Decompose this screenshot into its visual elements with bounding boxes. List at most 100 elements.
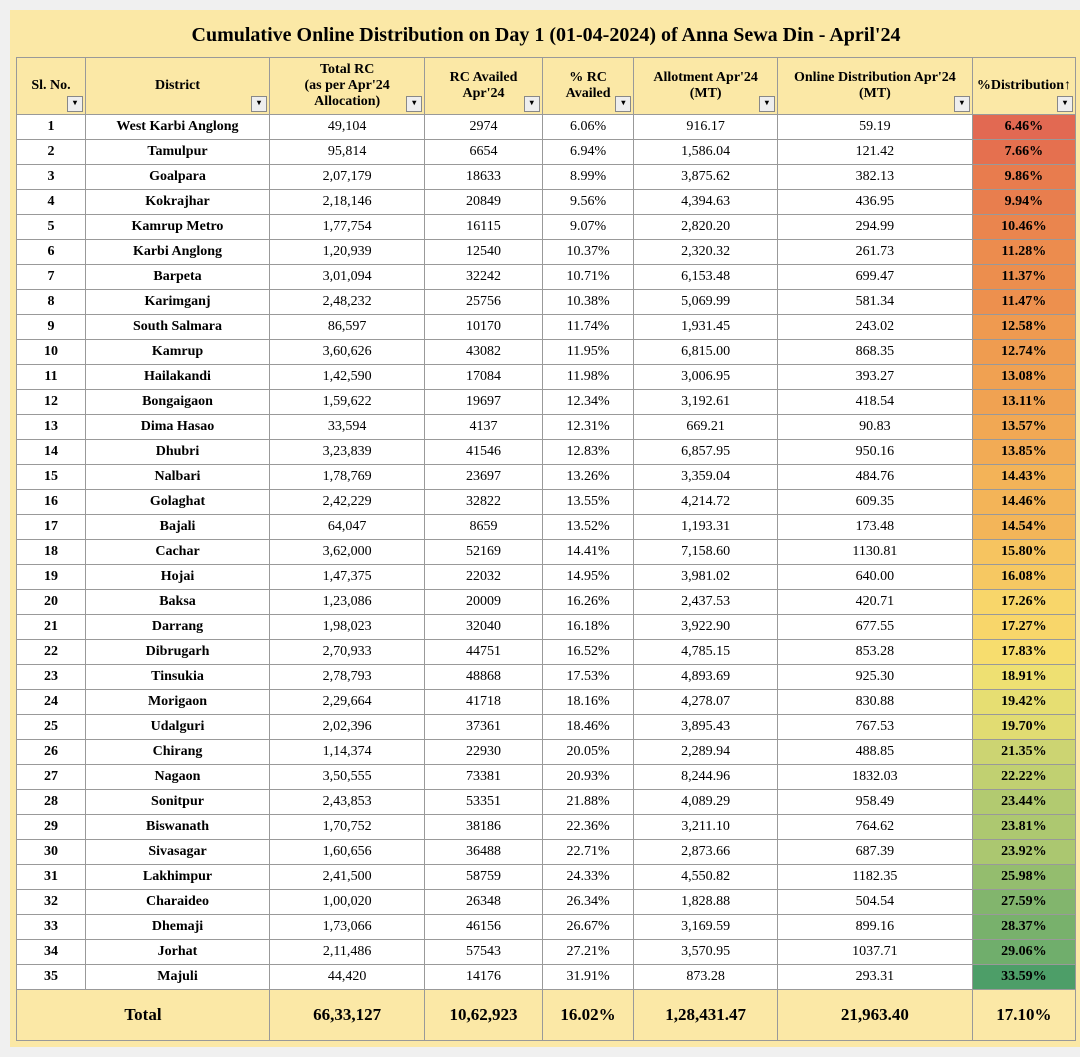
cell-pctrc: 11.95% <box>542 340 634 365</box>
filter-icon[interactable]: ▾ <box>759 96 775 112</box>
cell-rcavailed: 6654 <box>425 140 542 165</box>
cell-rcavailed: 44751 <box>425 640 542 665</box>
cell-pctrc: 13.52% <box>542 515 634 540</box>
cell-district: Tinsukia <box>86 665 270 690</box>
filter-icon[interactable]: ▾ <box>251 96 267 112</box>
cell-allot: 3,570.95 <box>634 940 778 965</box>
table-row: 25Udalguri2,02,3963736118.46%3,895.43767… <box>17 715 1076 740</box>
filter-icon[interactable]: ▾ <box>954 96 970 112</box>
cell-slno: 35 <box>17 965 86 990</box>
cell-dist: 767.53 <box>777 715 972 740</box>
filter-icon[interactable]: ▾ <box>406 96 422 112</box>
cell-district: Majuli <box>86 965 270 990</box>
table-row: 29Biswanath1,70,7523818622.36%3,211.1076… <box>17 815 1076 840</box>
cell-dist: 1832.03 <box>777 765 972 790</box>
filter-icon[interactable]: ▾ <box>615 96 631 112</box>
cell-rcavailed: 22032 <box>425 565 542 590</box>
cell-totalrc: 49,104 <box>270 115 425 140</box>
cell-dist: 677.55 <box>777 615 972 640</box>
cell-slno: 27 <box>17 765 86 790</box>
cell-pctrc: 14.41% <box>542 540 634 565</box>
cell-dist: 382.13 <box>777 165 972 190</box>
cell-allot: 1,586.04 <box>634 140 778 165</box>
cell-totalrc: 44,420 <box>270 965 425 990</box>
cell-pctdist: 11.47% <box>972 290 1075 315</box>
table-row: 5Kamrup Metro1,77,754161159.07%2,820.202… <box>17 215 1076 240</box>
cell-slno: 2 <box>17 140 86 165</box>
table-row: 24Morigaon2,29,6644171818.16%4,278.07830… <box>17 690 1076 715</box>
cell-totalrc: 1,42,590 <box>270 365 425 390</box>
cell-totalrc: 64,047 <box>270 515 425 540</box>
cell-slno: 25 <box>17 715 86 740</box>
cell-district: Cachar <box>86 540 270 565</box>
cell-allot: 3,981.02 <box>634 565 778 590</box>
cell-slno: 31 <box>17 865 86 890</box>
cell-district: Chirang <box>86 740 270 765</box>
cell-totalrc: 1,60,656 <box>270 840 425 865</box>
cell-pctrc: 31.91% <box>542 965 634 990</box>
table-row: 20Baksa1,23,0862000916.26%2,437.53420.71… <box>17 590 1076 615</box>
cell-slno: 4 <box>17 190 86 215</box>
cell-allot: 4,278.07 <box>634 690 778 715</box>
filter-icon[interactable]: ▾ <box>67 96 83 112</box>
cell-slno: 1 <box>17 115 86 140</box>
cell-rcavailed: 22930 <box>425 740 542 765</box>
cell-district: Kokrajhar <box>86 190 270 215</box>
cell-district: Nalbari <box>86 465 270 490</box>
table-row: 34Jorhat2,11,4865754327.21%3,570.951037.… <box>17 940 1076 965</box>
cell-pctrc: 12.83% <box>542 440 634 465</box>
cell-pctdist: 10.46% <box>972 215 1075 240</box>
cell-pctdist: 25.98% <box>972 865 1075 890</box>
cell-totalrc: 2,43,853 <box>270 790 425 815</box>
filter-icon[interactable]: ▾ <box>1057 96 1073 112</box>
table-row: 23Tinsukia2,78,7934886817.53%4,893.69925… <box>17 665 1076 690</box>
table-row: 27Nagaon3,50,5557338120.93%8,244.961832.… <box>17 765 1076 790</box>
header-row: Sl. No.▾ District▾ Total RC (as per Apr'… <box>17 58 1076 115</box>
header-pctdist[interactable]: %Distribution↑▾ <box>972 58 1075 115</box>
cell-totalrc: 95,814 <box>270 140 425 165</box>
cell-dist: 420.71 <box>777 590 972 615</box>
cell-pctdist: 13.11% <box>972 390 1075 415</box>
header-pctrc[interactable]: % RC Availed▾ <box>542 58 634 115</box>
header-totalrc[interactable]: Total RC (as per Apr'24 Allocation)▾ <box>270 58 425 115</box>
cell-pctdist: 13.85% <box>972 440 1075 465</box>
cell-district: Nagaon <box>86 765 270 790</box>
cell-pctdist: 23.92% <box>972 840 1075 865</box>
header-allot[interactable]: Allotment Apr'24 (MT)▾ <box>634 58 778 115</box>
cell-pctrc: 16.26% <box>542 590 634 615</box>
cell-allot: 3,895.43 <box>634 715 778 740</box>
table-row: 18Cachar3,62,0005216914.41%7,158.601130.… <box>17 540 1076 565</box>
cell-rcavailed: 37361 <box>425 715 542 740</box>
cell-pctdist: 12.58% <box>972 315 1075 340</box>
cell-district: South Salmara <box>86 315 270 340</box>
header-slno[interactable]: Sl. No.▾ <box>17 58 86 115</box>
cell-district: Darrang <box>86 615 270 640</box>
header-rcavailed[interactable]: RC Availed Apr'24▾ <box>425 58 542 115</box>
report-container: Cumulative Online Distribution on Day 1 … <box>10 10 1080 1047</box>
header-district[interactable]: District▾ <box>86 58 270 115</box>
cell-dist: 504.54 <box>777 890 972 915</box>
cell-pctrc: 9.56% <box>542 190 634 215</box>
cell-allot: 1,193.31 <box>634 515 778 540</box>
cell-dist: 293.31 <box>777 965 972 990</box>
cell-district: Dhemaji <box>86 915 270 940</box>
cell-slno: 23 <box>17 665 86 690</box>
table-row: 16Golaghat2,42,2293282213.55%4,214.72609… <box>17 490 1076 515</box>
cell-allot: 3,211.10 <box>634 815 778 840</box>
table-row: 35Majuli44,4201417631.91%873.28293.3133.… <box>17 965 1076 990</box>
table-row: 9South Salmara86,5971017011.74%1,931.452… <box>17 315 1076 340</box>
cell-pctrc: 16.52% <box>542 640 634 665</box>
cell-totalrc: 1,47,375 <box>270 565 425 590</box>
total-pctrc: 16.02% <box>542 990 634 1041</box>
cell-slno: 28 <box>17 790 86 815</box>
cell-slno: 34 <box>17 940 86 965</box>
filter-icon[interactable]: ▾ <box>524 96 540 112</box>
cell-totalrc: 2,70,933 <box>270 640 425 665</box>
cell-district: Lakhimpur <box>86 865 270 890</box>
table-row: 1West Karbi Anglong49,10429746.06%916.17… <box>17 115 1076 140</box>
cell-dist: 581.34 <box>777 290 972 315</box>
header-dist[interactable]: Online Distribution Apr'24 (MT)▾ <box>777 58 972 115</box>
cell-rcavailed: 38186 <box>425 815 542 840</box>
cell-allot: 6,857.95 <box>634 440 778 465</box>
cell-allot: 6,815.00 <box>634 340 778 365</box>
